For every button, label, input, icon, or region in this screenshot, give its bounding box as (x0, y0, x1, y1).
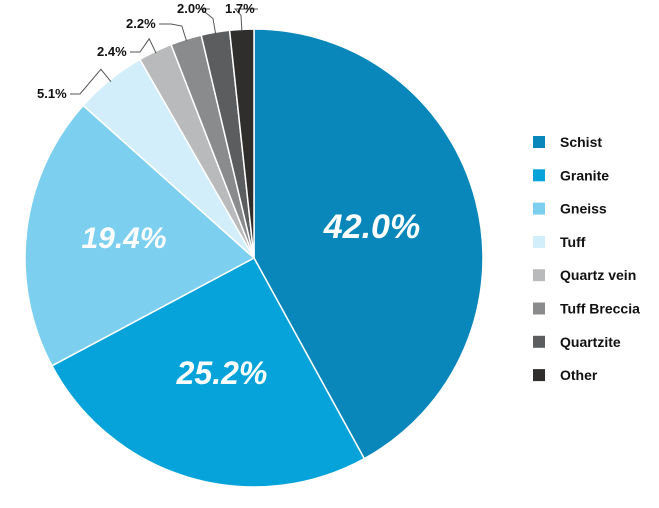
legend-label-granite: Granite (560, 167, 609, 183)
pie-slice-gneiss (24, 104, 256, 367)
legend: Schist Granite Gneiss Tuff Quartz vein Tuff B… (533, 134, 640, 383)
leader-line-quartz-vein (130, 37, 157, 54)
slice-label-schist: 42.0% (323, 208, 420, 246)
legend-swatch-tuff-breccia (533, 302, 545, 315)
legend-label-tuff: Tuff (560, 234, 586, 250)
legend-swatch-gneiss (533, 202, 545, 215)
slice-label-quartz-vein: 2.4% (97, 44, 127, 59)
legend-item-quartz-vein: Quartz vein (533, 267, 636, 283)
legend-label-schist: Schist (560, 134, 602, 150)
slice-label-granite: 25.2% (176, 355, 268, 391)
legend-item-tuff-breccia: Tuff Breccia (533, 301, 640, 317)
legend-label-quartz-vein: Quartz vein (560, 267, 636, 283)
legend-swatch-tuff (533, 235, 545, 248)
leader-lines (70, 8, 258, 95)
slice-label-tuff-breccia: 2.2% (126, 16, 156, 31)
pie-slice-granite (50, 256, 366, 488)
legend-swatch-schist (533, 136, 545, 148)
legend-item-quartzite: Quartzite (533, 334, 621, 350)
legend-item-granite: Granite (533, 167, 609, 183)
slice-label-tuff: 5.1% (37, 86, 67, 101)
legend-item-gneiss: Gneiss (533, 201, 607, 217)
leader-line-other (233, 8, 258, 32)
legend-label-gneiss: Gneiss (560, 201, 607, 217)
slice-labels: 42.0% 25.2% 19.4% 5.1% 2.4% 2.2% 2.0% 1.7% (37, 1, 420, 391)
leader-line-tuff-breccia (159, 23, 188, 42)
legend-item-tuff: Tuff (533, 234, 586, 250)
slice-label-gneiss: 19.4% (81, 222, 166, 255)
legend-swatch-quartz-vein (533, 269, 545, 282)
legend-label-tuff-breccia: Tuff Breccia (560, 301, 640, 317)
legend-label-other: Other (560, 367, 598, 383)
legend-label-quartzite: Quartzite (560, 334, 621, 350)
legend-swatch-other (533, 369, 545, 382)
pie-slice-schist (253, 28, 484, 460)
pie-slices (24, 28, 484, 488)
slice-label-other: 1.7% (225, 1, 255, 16)
slice-label-quartzite: 2.0% (177, 1, 207, 16)
legend-item-other: Other (533, 367, 598, 383)
legend-item-schist: Schist (533, 134, 602, 150)
legend-swatch-granite (533, 169, 545, 182)
leader-line-tuff (70, 68, 112, 95)
leader-line-quartzite (199, 8, 217, 35)
legend-swatch-quartzite (533, 335, 545, 348)
